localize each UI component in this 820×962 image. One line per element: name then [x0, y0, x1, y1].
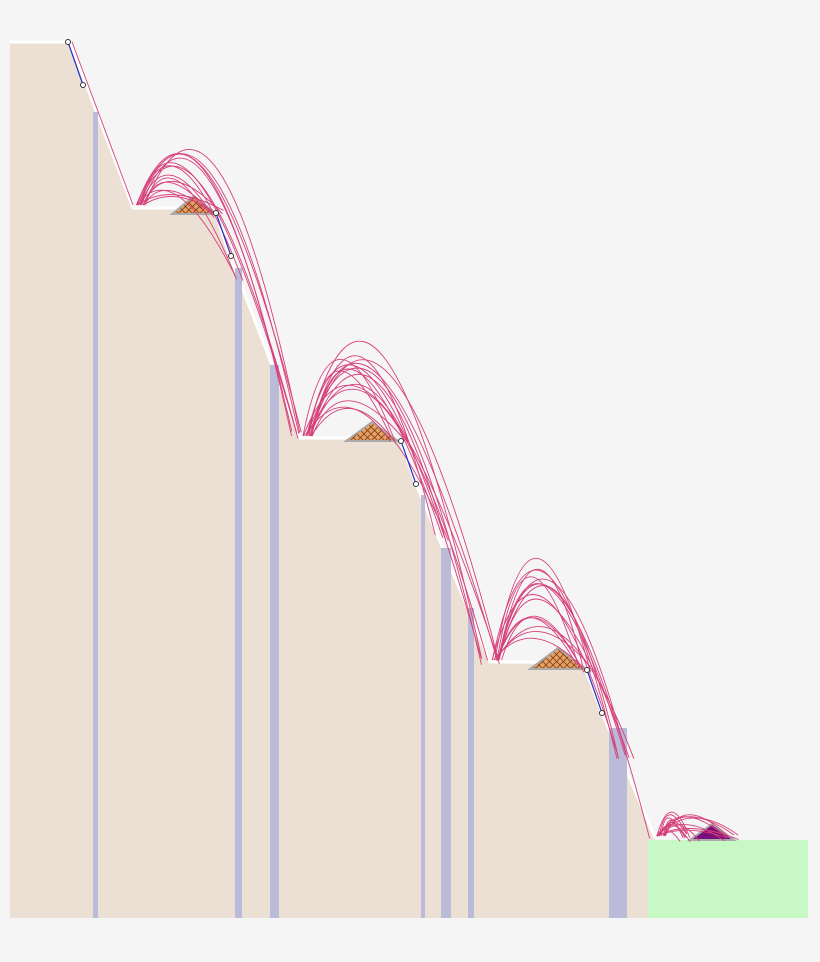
barrier	[342, 420, 402, 442]
stripe	[468, 608, 474, 918]
net	[67, 41, 84, 86]
nets	[65, 39, 605, 716]
trajectory	[656, 811, 691, 838]
anchor	[80, 82, 86, 88]
net	[400, 440, 417, 485]
trajectory	[306, 364, 482, 658]
net	[586, 669, 603, 714]
trajectory	[308, 370, 392, 439]
trajectory	[302, 384, 498, 658]
trajectory	[306, 340, 483, 660]
anchor	[213, 210, 219, 216]
trajectory	[138, 165, 244, 281]
trajectory	[497, 585, 620, 759]
trajectory	[141, 157, 293, 432]
trajectory	[302, 358, 397, 445]
anchor	[584, 667, 590, 673]
trajectory	[497, 578, 628, 759]
trajectory	[497, 568, 584, 668]
trajectory	[657, 829, 728, 839]
trajectory	[498, 583, 626, 756]
trajectory	[142, 177, 237, 280]
trajectory	[658, 816, 735, 837]
trajectory	[656, 828, 739, 840]
trajectory	[135, 153, 300, 434]
trajectory	[309, 355, 436, 536]
trajectory	[310, 362, 498, 662]
trajectory	[144, 189, 214, 216]
trajectory	[496, 617, 585, 673]
trajectory	[664, 821, 686, 839]
trajectory	[311, 400, 406, 441]
trajectory	[304, 406, 391, 442]
trajectory	[494, 557, 592, 673]
anchor	[228, 253, 234, 259]
trajectory	[496, 576, 580, 669]
trajectory	[664, 814, 728, 837]
barrier	[169, 194, 219, 215]
trajectory	[306, 367, 482, 665]
anchor	[599, 710, 605, 716]
deposit-zone	[648, 840, 808, 918]
trajectory	[144, 181, 213, 215]
trajectory	[658, 814, 688, 837]
terrain	[10, 42, 655, 918]
trajectory	[309, 373, 447, 541]
trajectory	[309, 383, 409, 443]
trajectory	[662, 824, 691, 843]
stripe	[441, 548, 451, 918]
stripe	[93, 112, 98, 918]
net	[215, 212, 232, 257]
trajectory	[143, 196, 221, 217]
anchor	[398, 438, 404, 444]
stripe	[421, 495, 425, 918]
trajectory	[491, 594, 619, 758]
barrier	[527, 646, 589, 670]
trajectory	[498, 598, 630, 758]
anchor	[65, 39, 71, 45]
trajectory	[310, 408, 449, 541]
trajectories	[71, 41, 739, 843]
anchor	[413, 481, 419, 487]
stripe	[235, 268, 242, 918]
stripes	[93, 112, 627, 918]
trajectory	[71, 41, 134, 206]
stripe	[270, 365, 279, 918]
trajectory	[501, 615, 581, 666]
stripe	[609, 728, 627, 918]
